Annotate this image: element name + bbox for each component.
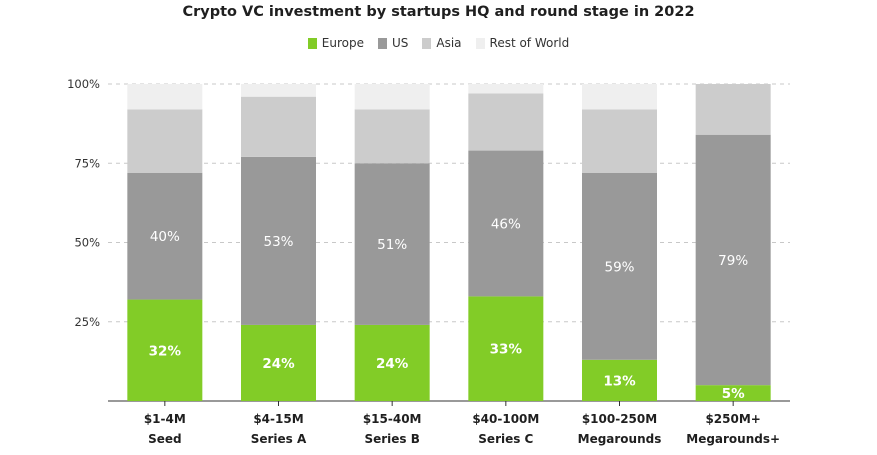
bar-europe-3	[468, 296, 544, 401]
bar-asia-4	[582, 109, 657, 173]
bar-us-4	[582, 172, 657, 360]
legend-swatch-rest-of-world	[475, 37, 485, 49]
x-tick-label-2-line-1: $15-40M	[363, 412, 422, 426]
legend-item-rest-of-world: Rest of World	[475, 36, 570, 50]
legend-item-europe: Europe	[307, 36, 364, 50]
y-tick-label-50: 50%	[74, 236, 100, 250]
data-label-us-1: 53%	[263, 234, 293, 250]
bar-rest-of-world-4	[582, 84, 657, 110]
x-tick-label-5-line-2: Megarounds+	[686, 432, 780, 446]
bar-rest-of-world-0	[127, 84, 203, 110]
data-label-europe-0: 32%	[149, 343, 182, 359]
bar-us-1	[241, 156, 316, 325]
bar-us-5	[695, 134, 771, 386]
x-tick-label-1-line-1: $4-15M	[253, 412, 303, 426]
bar-us-2	[354, 163, 430, 325]
legend-item-us: US	[377, 36, 409, 50]
data-label-us-5: 79%	[718, 253, 748, 269]
legend-label-rest-of-world: Rest of World	[489, 36, 570, 50]
y-tick-label-100: 100%	[67, 77, 100, 91]
data-label-us-4: 59%	[604, 259, 634, 275]
bar-us-3	[468, 150, 544, 297]
bar-rest-of-world-2	[354, 84, 430, 110]
bar-europe-0	[127, 299, 203, 401]
data-label-europe-2: 24%	[376, 356, 409, 372]
bar-europe-2	[354, 324, 430, 401]
x-tick-label-3-line-2: Series C	[478, 432, 533, 446]
bar-rest-of-world-3	[468, 84, 544, 94]
x-tick-label-0-line-2: Seed	[148, 432, 182, 446]
chart-title: Crypto VC investment by startups HQ and …	[182, 4, 695, 20]
legend-item-asia: Asia	[422, 36, 462, 50]
data-label-europe-1: 24%	[262, 356, 295, 372]
legend-label-us: US	[391, 36, 409, 50]
legend-label-asia: Asia	[436, 36, 462, 50]
x-tick-label-5-line-1: $250M+	[705, 412, 760, 426]
legend-swatch-europe	[307, 37, 317, 49]
bar-rest-of-world-1	[241, 84, 316, 97]
x-tick-label-2-line-2: Series B	[364, 432, 419, 446]
bar-us-0	[127, 172, 203, 300]
bar-asia-5	[695, 84, 771, 135]
legend-swatch-asia	[422, 37, 432, 49]
bar-asia-2	[354, 109, 430, 164]
bar-europe-5	[695, 385, 771, 401]
bar-asia-3	[468, 93, 544, 151]
x-tick-label-3-line-1: $40-100M	[472, 412, 539, 426]
y-tick-label-75: 75%	[74, 156, 100, 170]
bar-asia-0	[127, 109, 203, 173]
data-label-europe-4: 13%	[603, 373, 636, 389]
bar-europe-1	[241, 324, 316, 401]
x-tick-label-4-line-2: Megarounds	[578, 432, 662, 446]
x-tick-label-1-line-2: Series A	[251, 432, 307, 446]
data-label-us-3: 46%	[491, 216, 521, 232]
legend: Europe US Asia Rest of World	[0, 36, 877, 50]
legend-label-europe: Europe	[321, 36, 364, 50]
legend-swatch-us	[377, 37, 387, 49]
bar-asia-1	[241, 96, 316, 157]
y-tick-label-25: 25%	[74, 315, 100, 329]
bar-europe-4	[582, 359, 657, 401]
x-tick-label-0-line-1: $1-4M	[144, 412, 186, 426]
data-label-us-0: 40%	[150, 229, 180, 245]
data-label-europe-3: 33%	[490, 342, 523, 358]
x-tick-label-4-line-1: $100-250M	[582, 412, 657, 426]
data-label-us-2: 51%	[377, 237, 407, 253]
data-label-europe-5: 5%	[722, 386, 745, 402]
